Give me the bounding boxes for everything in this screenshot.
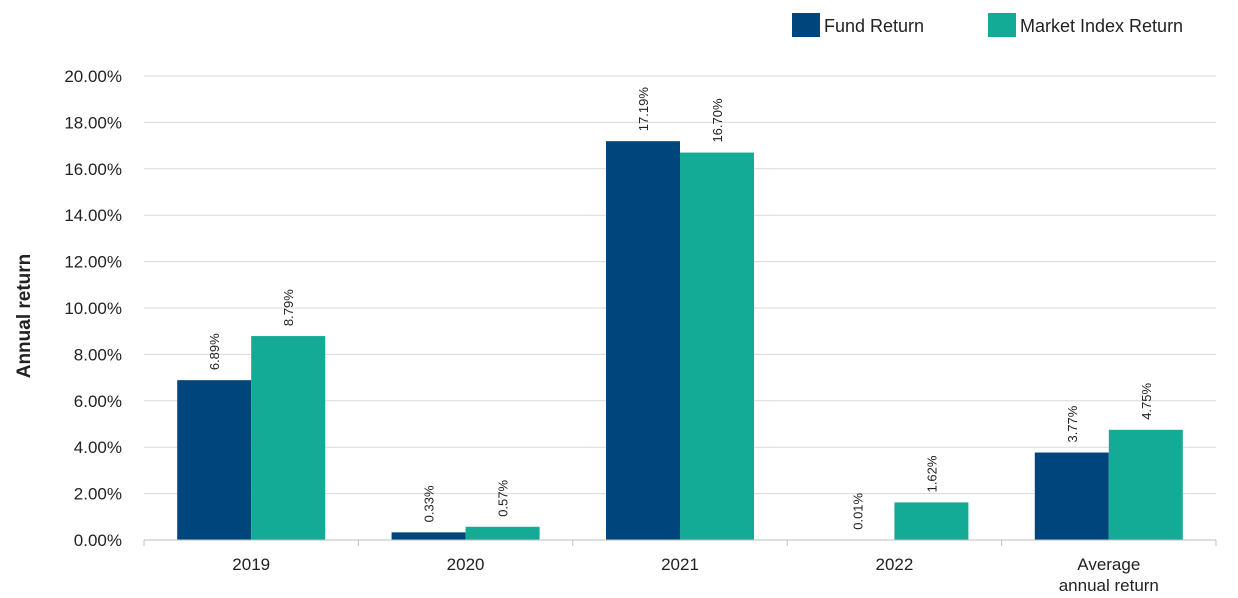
y-tick-label: 16.00%: [64, 160, 122, 179]
y-axis-label: Annual return: [14, 254, 35, 379]
data-labels: 6.89% 8.79% 0.33% 0.57% 17.19% 16.70% 0.01% 1.6…: [207, 87, 1154, 530]
x-category-label: 2021: [661, 555, 699, 574]
y-tick-label: 14.00%: [64, 206, 122, 225]
y-tick-label: 6.00%: [74, 392, 122, 411]
data-label: 4.75%: [1139, 382, 1154, 419]
data-label: 0.57%: [496, 479, 511, 516]
y-tick-label: 10.00%: [64, 299, 122, 318]
legend-swatch-fund: [792, 13, 820, 37]
data-label: 17.19%: [636, 87, 651, 132]
data-label: 8.79%: [281, 289, 296, 326]
y-tick-label: 0.00%: [74, 531, 122, 550]
legend-label: Fund Return: [824, 16, 924, 36]
y-tick-label: 12.00%: [64, 253, 122, 272]
y-tick-label: 4.00%: [74, 438, 122, 457]
bar-index: [1108, 429, 1183, 540]
bar-fund: [606, 141, 680, 540]
x-category-label: 2022: [875, 555, 913, 574]
y-tick-label: 2.00%: [74, 485, 122, 504]
bar-index: [894, 502, 969, 540]
bar-fund: [391, 532, 466, 540]
bars: [177, 141, 1183, 540]
bar-index: [680, 152, 754, 540]
bar-index: [251, 336, 326, 540]
data-label: 3.77%: [1065, 405, 1080, 442]
bar-fund: [177, 380, 252, 540]
bar-fund: [1034, 452, 1109, 540]
x-axis: 2019 2020 2021 2022 Average annual return: [143, 539, 1217, 595]
y-tick-label: 20.00%: [64, 67, 122, 86]
data-label: 6.89%: [207, 333, 222, 370]
bar-index: [465, 526, 540, 540]
y-tick-label: 18.00%: [64, 113, 122, 132]
x-category-label: 2019: [232, 555, 270, 574]
legend-swatch-index: [988, 13, 1016, 37]
x-category-label: 2020: [447, 555, 485, 574]
data-label: 16.70%: [710, 98, 725, 143]
x-category-label: Average annual return: [1059, 555, 1159, 595]
data-label: 0.33%: [422, 485, 437, 522]
y-axis-ticks: 0.00% 2.00% 4.00% 6.00% 8.00% 10.00% 12.00% 14.…: [64, 67, 122, 550]
data-label: 1.62%: [924, 455, 939, 492]
data-label: 0.01%: [850, 492, 865, 529]
legend: Fund Return Market Index Return: [792, 13, 1183, 37]
y-tick-label: 8.00%: [74, 345, 122, 364]
legend-label: Market Index Return: [1020, 16, 1183, 36]
